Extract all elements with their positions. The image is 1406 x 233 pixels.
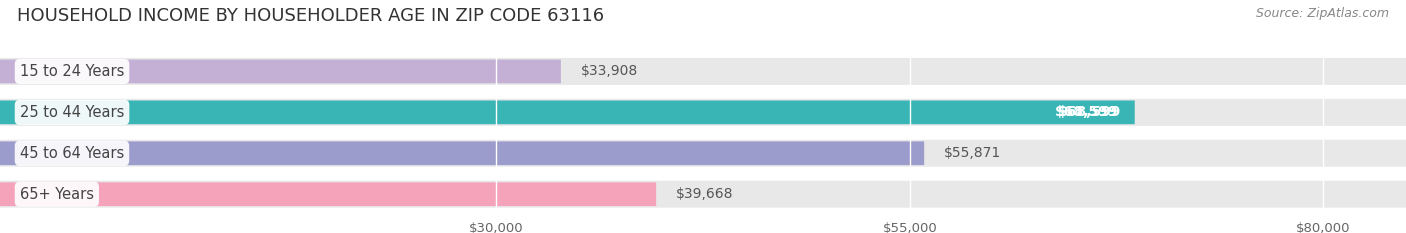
Text: 65+ Years: 65+ Years <box>20 187 94 202</box>
Text: HOUSEHOLD INCOME BY HOUSEHOLDER AGE IN ZIP CODE 63116: HOUSEHOLD INCOME BY HOUSEHOLDER AGE IN Z… <box>17 7 605 25</box>
Text: 25 to 44 Years: 25 to 44 Years <box>20 105 124 120</box>
FancyBboxPatch shape <box>0 58 1406 85</box>
Text: $39,668: $39,668 <box>676 187 734 201</box>
Text: $33,908: $33,908 <box>581 65 638 79</box>
Text: $68,599: $68,599 <box>1059 105 1122 119</box>
Text: 45 to 64 Years: 45 to 64 Years <box>20 146 124 161</box>
FancyBboxPatch shape <box>0 141 924 165</box>
Text: $55,871: $55,871 <box>943 146 1001 160</box>
FancyBboxPatch shape <box>0 60 561 83</box>
Text: $68,599: $68,599 <box>1054 105 1118 119</box>
Text: 15 to 24 Years: 15 to 24 Years <box>20 64 124 79</box>
FancyBboxPatch shape <box>0 99 1406 126</box>
FancyBboxPatch shape <box>0 181 1406 208</box>
FancyBboxPatch shape <box>0 100 1135 124</box>
FancyBboxPatch shape <box>0 182 657 206</box>
Text: Source: ZipAtlas.com: Source: ZipAtlas.com <box>1256 7 1389 20</box>
FancyBboxPatch shape <box>0 140 1406 167</box>
